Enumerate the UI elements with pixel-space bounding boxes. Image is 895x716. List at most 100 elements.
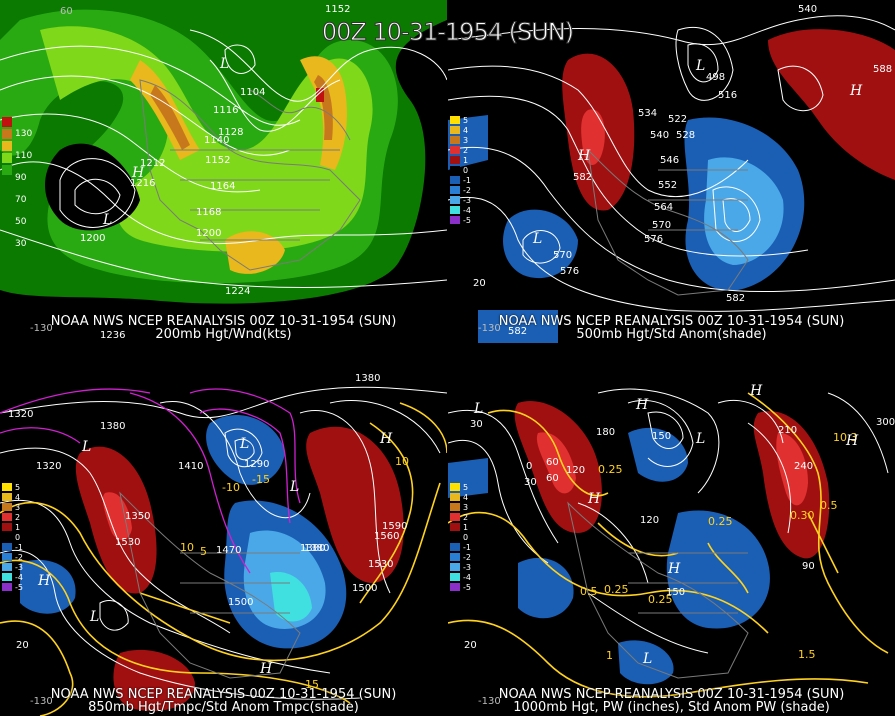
low-marker: L: [473, 401, 483, 417]
contour-label: 540: [650, 130, 669, 141]
contour-label: 1380: [304, 543, 329, 554]
contour-label: 1224: [225, 286, 250, 297]
contour-label: 522: [668, 114, 687, 125]
contour-label: 60: [546, 473, 559, 484]
pw-label: 0.25: [598, 463, 623, 476]
high-marker: H: [37, 573, 51, 589]
contour-label: 1500: [228, 597, 253, 608]
contour-label: 1350: [125, 511, 150, 522]
panel-subcaption: 850mb Hgt/Tmpc/Std Anom Tmpc(shade): [88, 700, 359, 715]
pw-label: 0.25: [648, 593, 673, 606]
contour-label: 1320: [36, 461, 61, 472]
contour-label: 1212: [140, 158, 165, 169]
contour-label: 90: [802, 561, 815, 572]
contour-label: 570: [652, 220, 671, 231]
contour-label: 20: [473, 278, 486, 289]
colorbar-labels: 130 110 90 70 50 30: [15, 129, 33, 249]
high-marker: H: [379, 431, 393, 447]
pw-label: 0.25: [604, 583, 629, 596]
low-marker: L: [642, 651, 652, 667]
contour-label: 1168: [196, 207, 221, 218]
pw-label: 10.3: [833, 431, 858, 444]
contour-label: 300: [876, 417, 895, 428]
contour-label: 240: [794, 461, 813, 472]
high-marker: H: [635, 397, 649, 413]
contour-label: 1116: [213, 105, 238, 116]
temp-label: -15: [252, 473, 270, 486]
contour-label: 1200: [80, 233, 105, 244]
contour-label: 1560: [374, 531, 399, 542]
contour-label: 1320: [8, 409, 33, 420]
lon-label: -130: [30, 696, 53, 707]
contour-label: 576: [560, 266, 579, 277]
colorbar-labels: 5 4 3 2 1 0 -1 -2 -3 -4 -5: [463, 116, 471, 225]
contour-label: 1530: [115, 537, 140, 548]
colorbar-legend: [2, 117, 14, 189]
lon-label: -130: [478, 696, 501, 707]
panel-caption: NOAA NWS NCEP REANALYSIS 00Z 10-31-1954 …: [50, 687, 397, 702]
contour-label: 498: [706, 72, 725, 83]
high-marker: H: [749, 383, 763, 399]
lon-label: -130: [30, 323, 53, 334]
lat-label: 60: [60, 6, 73, 17]
low-marker: L: [289, 479, 299, 495]
contour-label: 546: [660, 155, 679, 166]
page-title: 00Z 10-31-1954 (SUN): [321, 18, 574, 47]
contour-label: 1380: [100, 421, 125, 432]
low-marker: L: [695, 431, 705, 447]
temp-label: 10: [395, 455, 409, 468]
contour-label: 1590: [382, 521, 407, 532]
map-1000mb: 30 60 0 30 60 120 0.25 180 210 150 240 3…: [448, 373, 895, 716]
contour-label: 570: [553, 250, 572, 261]
contour-label: 576: [644, 234, 663, 245]
low-marker: L: [89, 609, 99, 625]
temp-label: 5: [200, 545, 207, 558]
panel-caption: NOAA NWS NCEP REANALYSIS 00Z 10-31-1954 …: [498, 687, 845, 702]
colorbar-legend: [2, 483, 14, 593]
contour-label: 1410: [178, 461, 203, 472]
contour-label: 1152: [205, 155, 230, 166]
contour-label: 60: [546, 457, 559, 468]
panel-200mb: 1152 1104 1116 1128 1140 1152 1164 1168 …: [0, 0, 447, 343]
contour-label: 552: [658, 180, 677, 191]
low-marker: L: [532, 231, 542, 247]
pw-label: 1: [606, 649, 613, 662]
pw-label: 1.5: [798, 648, 816, 661]
contour-label: 1152: [325, 4, 350, 15]
contour-label: 120: [640, 515, 659, 526]
contour-label: 1290: [244, 459, 269, 470]
lon-label: -130: [478, 323, 501, 334]
contour-label: 1216: [130, 178, 155, 189]
contour-label: 582: [508, 326, 527, 337]
contour-label: 582: [573, 172, 592, 183]
contour-label: 30: [470, 419, 483, 430]
contour-label: 1500: [352, 583, 377, 594]
panel-subcaption: 500mb Hgt/Std Anom(shade): [576, 327, 767, 342]
pw-label: 0.25: [708, 515, 733, 528]
panel-subcaption: 200mb Hgt/Wnd(kts): [155, 327, 292, 342]
contour-label: 0: [526, 461, 532, 472]
contour-label: 20: [464, 640, 477, 651]
contour-label: 1104: [240, 87, 265, 98]
pw-label: 0.5: [820, 499, 838, 512]
high-marker: H: [259, 661, 273, 677]
colorbar-labels: 5 4 3 2 1 0 -1 -2 -3 -4 -5: [15, 483, 23, 592]
contour-label: 534: [638, 108, 657, 119]
temp-label: 15: [305, 678, 319, 691]
panel-caption: NOAA NWS NCEP REANALYSIS 00Z 10-31-1954 …: [50, 314, 397, 329]
contour-label: 582: [726, 293, 745, 304]
contour-label: 1164: [210, 181, 235, 192]
low-marker: L: [102, 212, 112, 228]
high-marker: H: [845, 433, 859, 449]
panel-subcaption: 1000mb Hgt, PW (inches), Std Anom PW (sh…: [513, 700, 830, 715]
low-marker: L: [219, 56, 229, 72]
contour-label: 540: [798, 4, 817, 15]
contour-label: 564: [654, 202, 673, 213]
contour-label: 1470: [216, 545, 241, 556]
temp-label: -10: [222, 481, 240, 494]
contour-label: 120: [566, 465, 585, 476]
panel-850mb: 1380 1320 1380 1320 1410 1290 1380 1590 …: [0, 373, 447, 716]
panel-500mb: 540 588 534 522 540 528 546 552 564 570 …: [448, 0, 895, 343]
contour-label: 528: [676, 130, 695, 141]
contour-label: 180: [596, 427, 615, 438]
